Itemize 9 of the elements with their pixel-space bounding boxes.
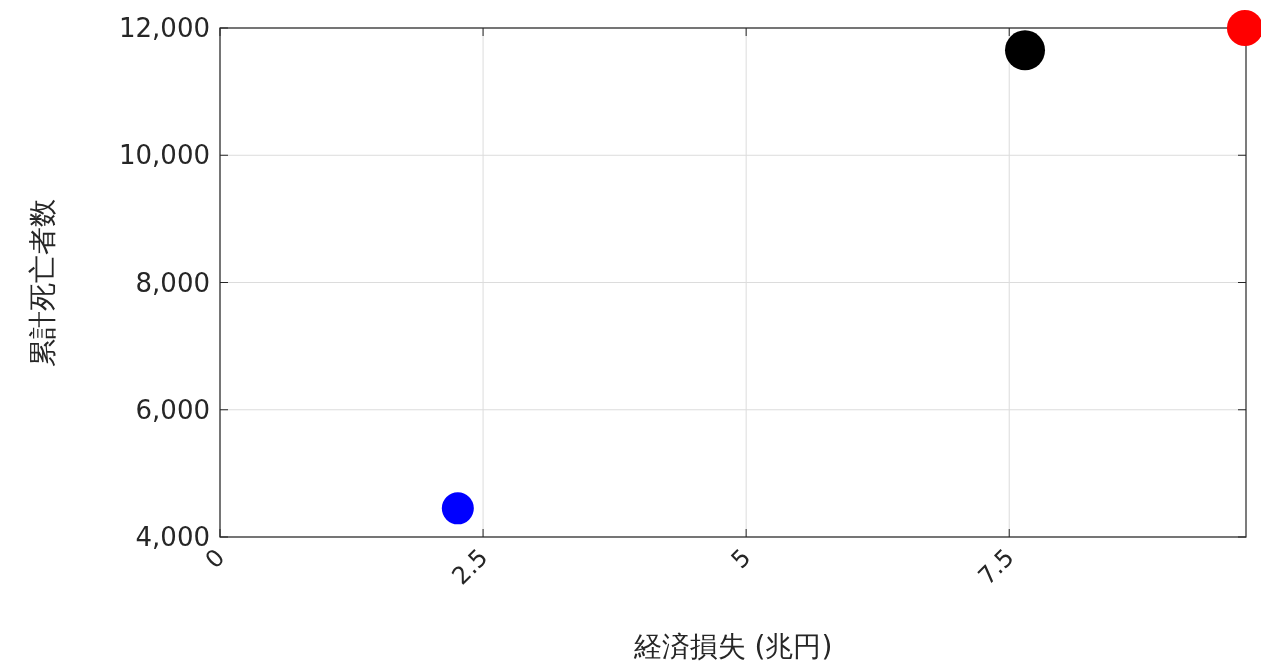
y-tick-label: 8,000	[135, 267, 210, 298]
y-tick-label: 6,000	[135, 394, 210, 425]
x-tick-label: 2.5	[446, 543, 494, 591]
y-tick-label: 12,000	[119, 13, 210, 44]
x-axis-title: 経済損失 (兆円)	[632, 630, 833, 663]
y-axis-title: 累計死亡者数	[26, 198, 59, 367]
x-tick-label: 5	[725, 543, 757, 575]
x-tick-label: 7.5	[972, 543, 1020, 591]
y-tick-label: 10,000	[119, 140, 210, 171]
